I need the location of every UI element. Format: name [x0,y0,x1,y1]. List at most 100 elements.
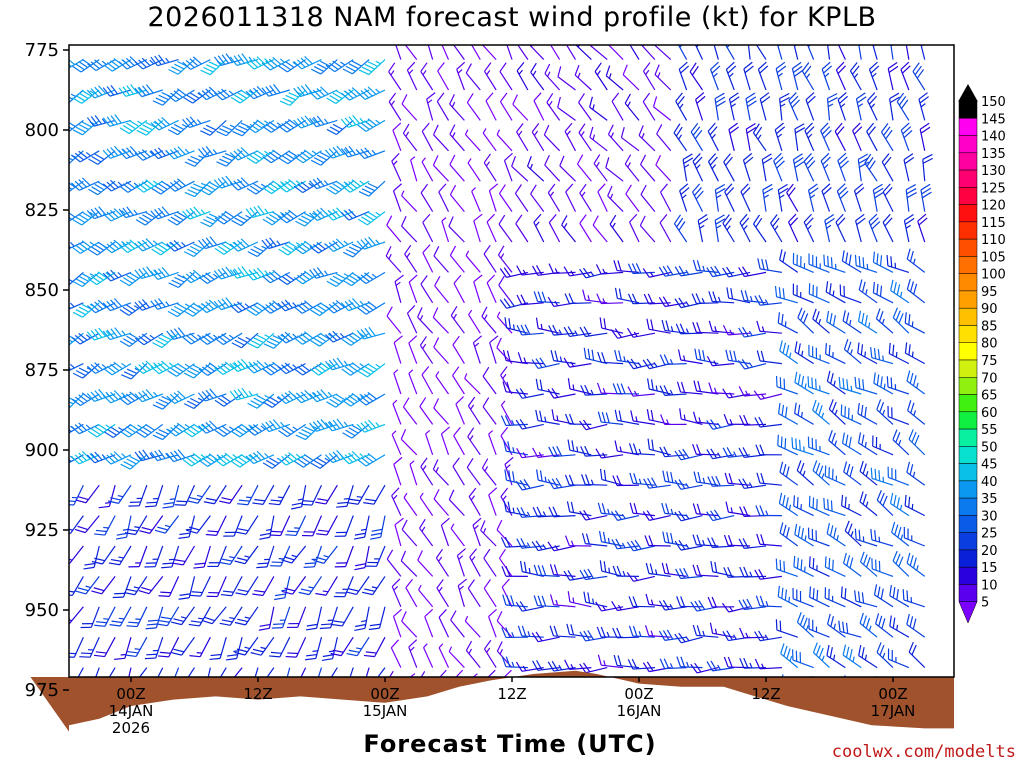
wind-barb [516,324,544,336]
wind-barb [674,510,703,522]
wind-barb [872,183,885,212]
wind-barb [342,423,370,439]
wind-barb [745,92,757,121]
wind-barb [531,357,560,370]
wind-barb [820,152,831,182]
wind-barb [166,178,195,192]
colorbar-swatch [958,307,978,326]
wind-barb [534,687,560,698]
wind-barb [500,536,528,548]
wind-barb [596,626,624,638]
wind-barb [386,215,402,243]
wind-barb [150,360,179,375]
wind-barb [293,115,322,129]
wind-barb [548,213,561,243]
wind-barb [334,545,354,568]
wind-barb [794,523,814,547]
wind-barb [69,545,84,564]
wind-barb [167,302,195,318]
wind-barb [262,393,291,408]
wind-barb [8,172,36,192]
colorbar-swatch [958,221,978,240]
wind-barb [392,122,402,152]
wind-barb [786,183,799,212]
wind-barb [182,206,211,220]
wind-barb [503,440,528,456]
wind-barb [482,397,497,425]
y-tick-label: 900 [25,440,59,461]
wind-barb [690,122,704,152]
wind-barb [728,92,740,121]
wind-barb [213,53,243,66]
wind-barb [793,555,814,577]
wind-barb [642,62,656,91]
wind-barb [706,355,735,367]
wind-barb [544,155,561,182]
wind-barb [659,385,687,396]
colorbar-swatch [958,549,978,568]
wind-barb [362,667,370,677]
wind-barb [747,45,751,60]
wind-barb [579,509,608,521]
wind-barb [229,238,259,252]
wind-barb [692,624,719,638]
wind-barb [325,330,354,343]
wind-barb [277,452,306,466]
wind-barb [678,61,690,91]
wind-barb [533,564,560,577]
wind-barb [150,147,179,160]
wind-barb [125,636,148,658]
wind-barb [258,606,275,631]
wind-barb [472,517,482,547]
wind-barb [138,576,164,595]
wind-barb [566,501,592,517]
wind-barb [392,608,402,638]
wind-barb [433,398,449,425]
wind-barb [659,214,672,243]
wind-barb [166,449,195,463]
wind-barb [516,122,529,152]
wind-barb [71,58,100,73]
wind-barb [109,606,132,627]
wind-barb [903,153,915,182]
wind-barb [723,414,751,425]
wind-barb [821,61,833,91]
credit-text[interactable]: coolwx.com/modelts [831,742,1016,762]
wind-barb [774,285,798,304]
wind-barb [643,477,671,489]
wind-barb [775,61,787,91]
wind-barb [896,92,910,121]
wind-barb [808,495,830,517]
wind-barb [12,479,36,506]
wind-barb [889,45,901,60]
wind-barb [69,636,84,658]
wind-barb [419,336,434,364]
wind-barb [794,402,814,425]
wind-barb [533,595,560,608]
wind-barb [357,391,386,406]
wind-barb [722,214,735,243]
wind-barb [172,545,196,566]
wind-barb [755,595,782,608]
wind-barb [614,287,640,304]
wind-barb [119,119,148,135]
wind-barb [840,586,862,608]
wind-barb [707,537,735,549]
y-axis: 775 800 825 850 875 900 925 950 975 [25,40,69,701]
wind-barb [452,335,465,364]
wind-barb [676,381,703,395]
wind-barb [167,119,195,136]
wind-barb [836,183,849,212]
wind-barb [533,213,545,243]
wind-barb [13,632,36,659]
wind-barb [305,606,323,631]
wind-barb [689,62,703,91]
wind-barb [835,213,846,243]
wind-barb [583,591,608,608]
wind-barb [408,274,418,304]
wind-barb [433,246,449,273]
wind-barb [770,214,783,243]
wind-barb [906,278,926,304]
wind-barb [661,319,687,334]
wind-barb [183,241,211,258]
